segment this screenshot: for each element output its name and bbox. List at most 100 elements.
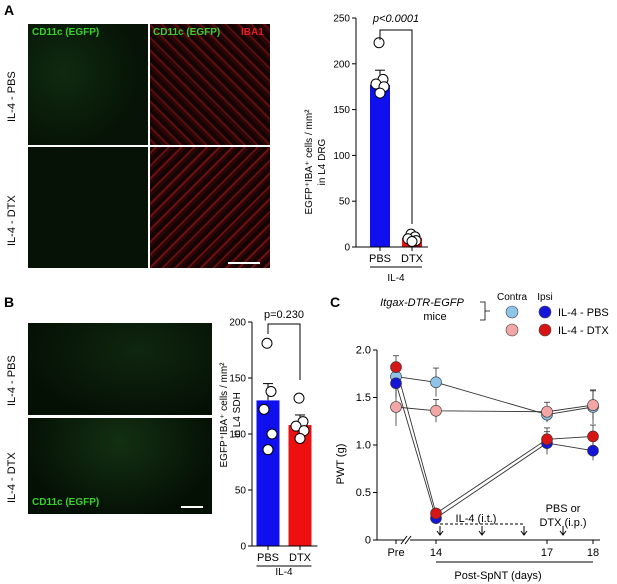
chart-b-bar-pbs	[256, 400, 280, 546]
micrograph-b-dtx	[28, 418, 212, 514]
chart-b-point-pbs-4	[262, 444, 274, 456]
chart-c-ytick-label-2: 1.0	[356, 440, 371, 452]
row-label-b-dtx: IL-4 - DTX	[6, 452, 18, 503]
chart-c-ylabel: PWT (g)	[335, 444, 347, 485]
image-label-egfp: CD11c (EGFP)	[32, 497, 100, 508]
chart-a-ytick-label-0: 0	[344, 243, 350, 254]
chart-b-ytick-label-3: 150	[229, 374, 246, 385]
chart-c-arrow-1	[478, 526, 486, 536]
legend-marker-ipsi-pbs	[538, 305, 552, 319]
chart-a-ytick-label-1: 50	[339, 197, 351, 208]
col-label-egfp-merge: CD11c (EGFP)	[153, 27, 221, 38]
chart-c-xtick-label-1: 14	[430, 547, 442, 559]
legend-marker-contra-pbs	[505, 305, 519, 319]
chart-a-ytick-label-3: 150	[333, 105, 350, 116]
legend-marker-contra-dtx	[505, 323, 519, 337]
chart-c-point-ipsi-dtx-3	[587, 430, 599, 443]
col-label-egfp: CD11c (EGFP)	[32, 27, 100, 38]
micrograph-a-pbs-merge	[150, 24, 270, 145]
legend-pbs: IL-4 - PBS	[558, 307, 609, 319]
chart-c-line-contra-dtx	[395, 404, 594, 413]
chart-b-bar-dtx	[288, 425, 312, 546]
chart-b-point-dtx-0	[293, 392, 305, 404]
chart-c-xtick-label-0: Pre	[387, 547, 404, 559]
micrograph-a-dtx-egfp	[28, 147, 148, 268]
scale-bar-b	[181, 506, 203, 508]
row-label-a-pbs: IL-4 - PBS	[6, 71, 18, 122]
chart-a-sig-bracket	[379, 29, 413, 224]
row-label-a-dtx: IL-4 - DTX	[6, 195, 18, 246]
chart-a-point-dtx-4	[406, 236, 418, 248]
legend-contra: Contra	[497, 292, 527, 303]
chart-a-xtick-label-pbs: PBS	[369, 253, 391, 265]
annot-pbs-2: DTX (i.p.)	[539, 517, 586, 529]
chart-b-ytick-label-1: 50	[235, 486, 247, 497]
chart-c-ytick-label-3: 1.5	[356, 392, 371, 404]
chart-c-line-contra-pbs	[395, 376, 594, 416]
col-label-iba1: IBA1	[241, 27, 264, 38]
chart-c-point-ipsi-dtx-0	[390, 361, 402, 373]
panel-letter-c: C	[330, 294, 341, 310]
legend-dtx: IL-4 - DTX	[558, 325, 609, 337]
chart-b-ytick-label-2: 100	[229, 430, 246, 441]
chart-b-ylabel-1: EGFP⁺IBA⁺ cells / mm²	[219, 362, 230, 468]
chart-b-xtick-label-pbs: PBS	[257, 552, 279, 564]
panel-letter-b: B	[4, 294, 15, 310]
chart-c-ytick-label-4: 2.0	[356, 345, 371, 357]
chart-c-point-ipsi-pbs-0	[390, 377, 402, 390]
chart-c-xtick-label-3: 18	[587, 547, 599, 559]
chart-c-xlabel: Post-SpNT (days)	[454, 570, 541, 582]
chart-c-arrow-2	[520, 526, 528, 536]
chart-b-group-label: IL-4	[275, 567, 293, 578]
chart-a-ytick-label-2: 100	[333, 151, 350, 162]
chart-b: EGFP⁺IBA⁺ cells / mm² in L4 SDH p=0.230 …	[219, 309, 318, 578]
chart-c-ytick-label-0: 0	[365, 535, 371, 547]
chart-a-bar-pbs	[370, 84, 390, 247]
chart-b-sig-bracket	[267, 323, 301, 380]
chart-c-arrow-3	[559, 526, 567, 536]
mouse-line-label: Itgax-DTR-EGFP	[380, 297, 464, 309]
chart-c-point-ipsi-pbs-3	[587, 444, 599, 457]
chart-b-point-pbs-2	[258, 403, 270, 415]
chart-c-point-contra-dtx-0	[390, 401, 402, 413]
legend-ipsi: Ipsi	[537, 292, 553, 303]
chart-c: Itgax-DTR-EGFP mice Contra Ipsi IL-4 - P…	[335, 292, 609, 582]
chart-c-point-contra-pbs-1	[430, 376, 442, 389]
chart-c-line-ipsi-pbs	[395, 383, 594, 519]
chart-c-point-contra-dtx-2	[541, 405, 553, 418]
chart-a-point-pbs-0	[373, 37, 385, 49]
row-label-b-pbs: IL-4 - PBS	[6, 355, 18, 406]
chart-a: EGFP⁺IBA⁺ cells / mm² in L4 DRG p<0.0001…	[304, 13, 428, 284]
chart-b-xtick-label-dtx: DTX	[289, 552, 312, 564]
chart-a-pvalue: p<0.0001	[372, 13, 419, 25]
chart-b-point-pbs-1	[265, 385, 277, 397]
chart-b-ytick-label-4: 200	[229, 318, 246, 329]
micrograph-a-pbs-egfp	[28, 24, 148, 145]
chart-c-ytick-label-1: 0.5	[356, 487, 371, 499]
chart-b-ylabel-2: in L4 SDH	[232, 392, 243, 438]
chart-a-ytick-label-4: 200	[333, 59, 350, 70]
chart-c-axis-break	[400, 535, 412, 545]
annot-pbs-1: PBS or	[546, 503, 581, 515]
chart-c-arrow-0	[436, 526, 444, 536]
chart-c-line-ipsi-dtx	[395, 366, 594, 515]
chart-c-point-ipsi-dtx-1	[430, 507, 442, 520]
annot-il4: IL-4 (i.t.)	[456, 513, 497, 525]
chart-a-xtick-label-dtx: DTX	[401, 253, 424, 265]
chart-c-point-contra-dtx-3	[587, 399, 599, 411]
mouse-line-label-2: mice	[423, 311, 446, 323]
chart-b-pvalue: p=0.230	[264, 309, 304, 321]
chart-b-ytick-label-0: 0	[240, 542, 246, 553]
chart-a-ylabel-2: in L4 DRG	[317, 138, 328, 185]
chart-a-group-label: IL-4	[387, 273, 405, 284]
chart-a-ytick-label-5: 250	[333, 14, 350, 25]
chart-a-point-pbs-4	[374, 87, 386, 99]
legend-marker-ipsi-dtx	[538, 323, 552, 337]
micrograph-b-pbs	[28, 323, 212, 415]
chart-c-point-contra-dtx-1	[430, 405, 442, 417]
scale-bar	[228, 262, 260, 264]
chart-c-xtick-label-2: 17	[541, 547, 553, 559]
micrograph-a-dtx-merge	[150, 147, 270, 268]
chart-b-point-dtx-4	[294, 432, 306, 444]
panel-letter-a: A	[4, 2, 15, 18]
